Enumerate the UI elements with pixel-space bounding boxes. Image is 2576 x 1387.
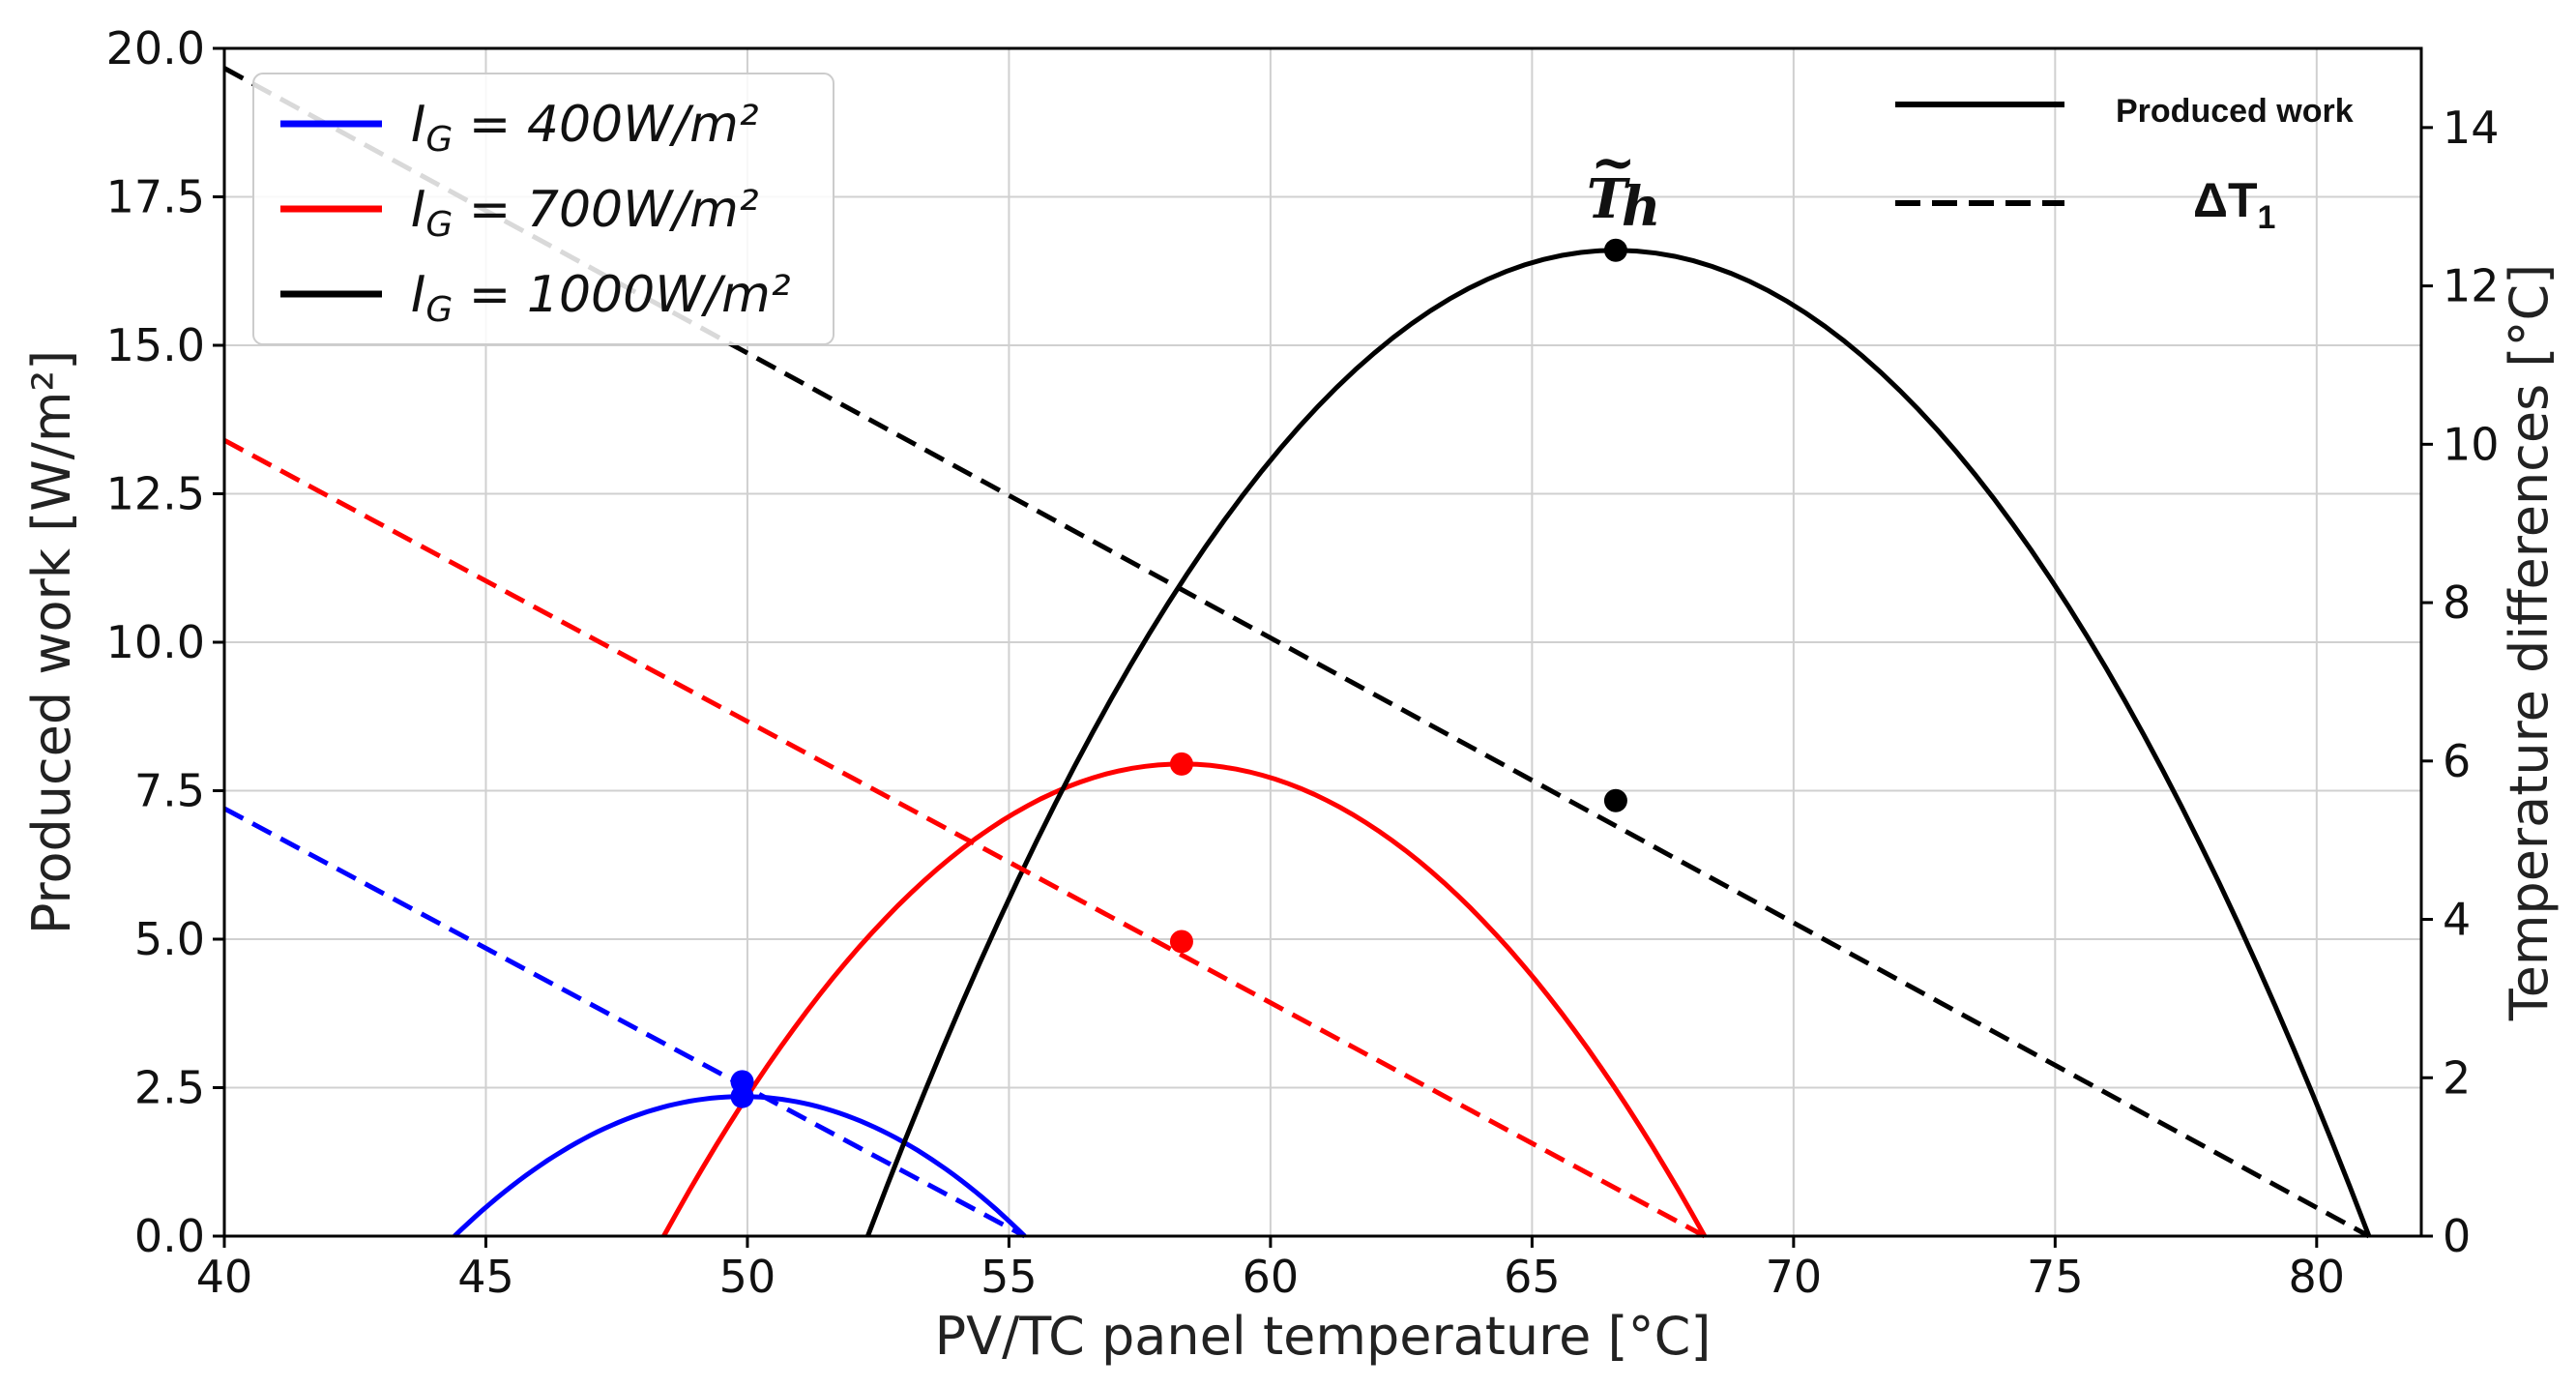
y-tick-label: 10.0 [106, 616, 205, 668]
y2-tick-label: 6 [2443, 735, 2471, 787]
x-tick-label: 45 [457, 1251, 514, 1303]
legend-label-s700: IG = 700W/m² [411, 181, 759, 245]
series-line-s1000d [222, 66, 2371, 1239]
peak-annotation: Th~ [1587, 131, 1661, 239]
legend-solid-label: Produced work [2116, 93, 2354, 130]
x-tick-label: 80 [2289, 1251, 2346, 1303]
legend-dashed-label: ΔT1 [2193, 173, 2275, 236]
markers-group [730, 238, 1627, 1108]
marker-m1000d [1603, 788, 1627, 812]
x-tick-label: 55 [981, 1251, 1038, 1303]
annotation-subscript: h [1622, 175, 1661, 239]
marker-m400d [730, 1070, 754, 1094]
y2-tick-label: 14 [2443, 102, 2500, 154]
y-tick-label: 0.0 [134, 1210, 205, 1262]
y2-tick-label: 4 [2443, 894, 2471, 946]
x-tick-label: 70 [1766, 1251, 1823, 1303]
legend-label-s1000: IG = 1000W/m² [411, 266, 791, 330]
legend-label-s400: IG = 400W/m² [411, 96, 759, 160]
x-axis-label: PV/TC panel temperature [°C] [935, 1306, 1712, 1367]
series-line-s400d [222, 806, 1026, 1239]
line-style-legend: Produced work ΔT1 [1895, 93, 2354, 236]
annotation-symbol: T [1587, 167, 1631, 231]
x-axis: 40 45 50 55 60 65 70 75 80 [196, 1236, 2345, 1303]
legend-box [252, 73, 834, 345]
y2-tick-label: 10 [2443, 418, 2500, 470]
y-tick-label: 17.5 [106, 171, 205, 223]
y2-axis-label: Temperature differences [°C] [2499, 264, 2560, 1021]
marker-m700w [1169, 752, 1193, 776]
irradiance-legend: IG = 400W/m² IG = 700W/m² IG = 1000W/m² [252, 73, 834, 345]
y-axis-label: Produced work [W/m²] [21, 350, 82, 934]
x-tick-label: 50 [719, 1251, 776, 1303]
x-tick-label: 60 [1243, 1251, 1300, 1303]
y2-tick-label: 8 [2443, 576, 2471, 629]
x-tick-label: 65 [1504, 1251, 1561, 1303]
y-axis-right: 0 2 4 6 8 10 12 14 [2421, 102, 2500, 1262]
x-tick-label: 75 [2027, 1251, 2084, 1303]
x-tick-label: 40 [196, 1251, 253, 1303]
y2-tick-label: 0 [2443, 1210, 2471, 1262]
marker-m1000w [1603, 238, 1627, 262]
y2-tick-label: 12 [2443, 260, 2500, 312]
marker-m700d [1169, 930, 1193, 954]
y-tick-label: 7.5 [134, 765, 205, 817]
y2-tick-label: 2 [2443, 1051, 2471, 1104]
y-tick-label: 2.5 [134, 1062, 205, 1114]
y-tick-label: 12.5 [106, 468, 205, 520]
series-line-s700d [222, 437, 1707, 1239]
y-tick-label: 5.0 [134, 913, 205, 965]
y-tick-label: 20.0 [106, 22, 205, 74]
series-line-s700w [661, 761, 1708, 1238]
series-line-s400w [453, 1094, 1027, 1238]
annotation-tilde: ~ [1591, 131, 1636, 194]
y-tick-label: 15.0 [106, 319, 205, 371]
y-axis-left: 0.0 2.5 5.0 7.5 10.0 12.5 15.0 17.5 20.0 [106, 22, 224, 1262]
